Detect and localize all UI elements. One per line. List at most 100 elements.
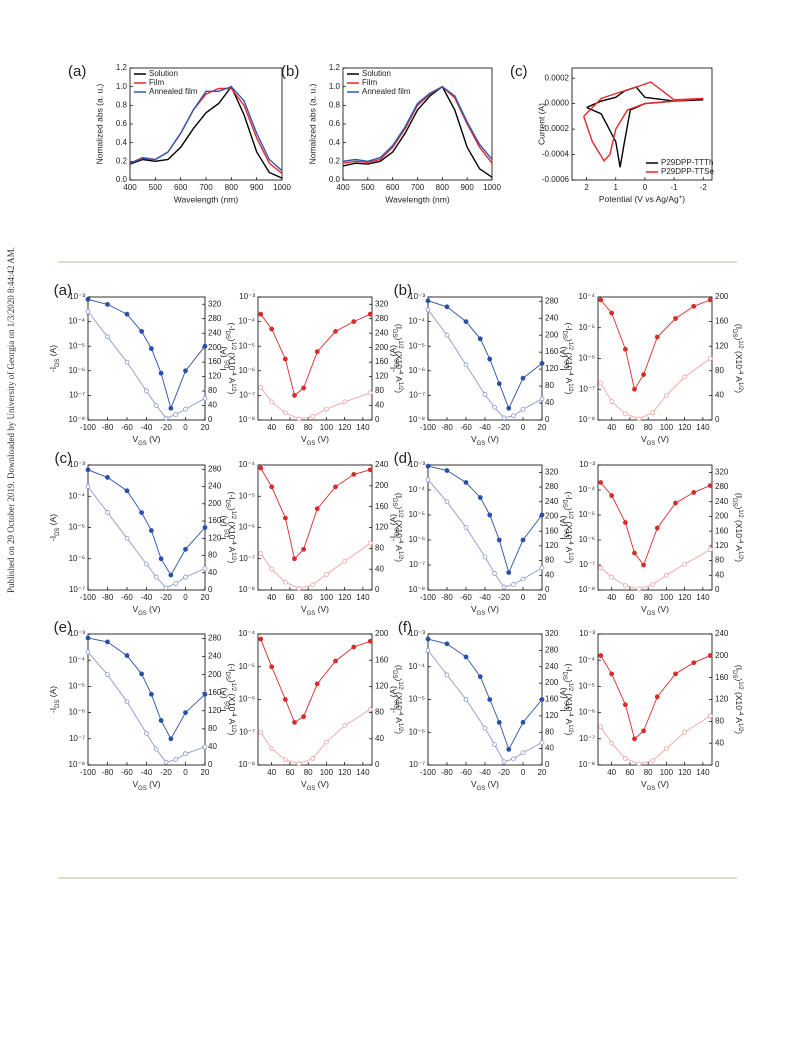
y2-axis-label-part: (I bbox=[734, 324, 744, 329]
y2-axis-label-part: (-I bbox=[227, 323, 237, 331]
data-point bbox=[85, 484, 91, 489]
y2-axis-label-part: 1/2 bbox=[397, 340, 403, 349]
data-point bbox=[636, 761, 642, 767]
y2-tick-label: 80 bbox=[545, 727, 554, 736]
data-point bbox=[622, 702, 628, 708]
data-point bbox=[323, 571, 329, 577]
y2-tick-label: 200 bbox=[208, 499, 222, 508]
y2-axis-label-part: (X10 bbox=[564, 350, 574, 371]
y2-tick-label: 280 bbox=[545, 645, 559, 654]
x-axis-label-part: V bbox=[641, 779, 647, 789]
y2-tick-label: 160 bbox=[545, 695, 559, 704]
data-point bbox=[520, 375, 526, 381]
y2-tick-label: 240 bbox=[208, 328, 222, 337]
x-axis-label-part: GS bbox=[307, 611, 316, 617]
data-point bbox=[269, 664, 275, 670]
y2-tick-label: 0 bbox=[715, 415, 720, 424]
data-point bbox=[333, 658, 338, 664]
series-line bbox=[129, 85, 283, 179]
data-point bbox=[673, 671, 678, 677]
y2-tick-label: 120 bbox=[715, 695, 729, 704]
x-axis-label-part: V bbox=[641, 604, 647, 614]
x-tick-label: -60 bbox=[460, 593, 472, 602]
y2-tick-label: 40 bbox=[715, 570, 724, 579]
y2-axis-label: (-IDS)1/2 (X10-4 A1/2) bbox=[561, 492, 573, 564]
y-axis-label-part: I bbox=[558, 537, 568, 539]
x-axis-label-part: V bbox=[132, 434, 138, 444]
x-tick-label: -2 bbox=[700, 183, 708, 192]
y2-tick-label: 40 bbox=[208, 568, 217, 577]
data-point bbox=[707, 297, 713, 303]
y-tick-label: 0.2 bbox=[116, 156, 128, 165]
data-point bbox=[482, 392, 488, 397]
data-point bbox=[269, 484, 275, 490]
x-axis-label-part: (V) bbox=[655, 434, 669, 444]
y2-tick-label: 40 bbox=[208, 401, 217, 410]
x-tick-label: 120 bbox=[678, 593, 692, 602]
y2-axis-label-part: (I bbox=[394, 493, 404, 498]
data-point bbox=[351, 319, 357, 325]
x-axis-label-part: GS bbox=[477, 786, 486, 792]
y2-axis-label-part: ) bbox=[227, 339, 237, 342]
x-axis-label-part: (V) bbox=[147, 779, 161, 789]
y2-axis-label-part: 1/2 bbox=[230, 552, 236, 561]
y2-axis-label-part: DS bbox=[224, 331, 230, 339]
y2-axis-label-part: ) bbox=[394, 390, 404, 393]
data-point bbox=[632, 736, 637, 742]
data-point bbox=[163, 759, 169, 765]
data-point bbox=[85, 467, 91, 473]
x-tick-label: 140 bbox=[356, 423, 370, 432]
x-tick-label: 40 bbox=[607, 423, 616, 432]
y2-axis-label-part: ) bbox=[394, 731, 404, 734]
y2-tick-label: 280 bbox=[375, 314, 389, 323]
y2-axis-label-part: -4 bbox=[230, 711, 236, 717]
x-tick-label: 20 bbox=[201, 768, 210, 777]
y-axis-label: IDS (A) bbox=[558, 515, 570, 540]
panel-label: (b) bbox=[394, 282, 412, 299]
y-axis-label-part: -I bbox=[48, 367, 58, 372]
data-point bbox=[269, 326, 275, 332]
y-tick-label: 10⁻⁷ bbox=[239, 727, 255, 736]
y2-tick-label: 280 bbox=[208, 634, 222, 643]
data-point bbox=[323, 406, 329, 412]
y2-axis-label-part: -4 bbox=[567, 711, 573, 717]
y2-axis-label-part: 1/2 bbox=[230, 511, 236, 520]
y-tick-label: 1.0 bbox=[116, 82, 128, 91]
x-tick-label: -60 bbox=[121, 423, 133, 432]
legend-label: P29DPP-TTSe bbox=[661, 167, 714, 176]
y2-tick-label: 80 bbox=[715, 366, 724, 375]
y2-tick-label: 0 bbox=[715, 585, 720, 594]
data-point bbox=[425, 463, 431, 469]
y2-axis-label-part: ) bbox=[564, 733, 574, 736]
x-tick-label: 500 bbox=[149, 183, 163, 192]
data-point bbox=[520, 750, 526, 756]
x-tick-label: 900 bbox=[250, 183, 264, 192]
y-axis-label-part: (A) bbox=[388, 686, 398, 700]
x-tick-label: 20 bbox=[538, 593, 547, 602]
y2-tick-label: 120 bbox=[208, 533, 222, 542]
x-axis-label: VGS (V) bbox=[132, 604, 160, 616]
x-tick-label: 600 bbox=[174, 183, 188, 192]
x-tick-label: 1 bbox=[614, 183, 619, 192]
y-tick-label: 10⁻⁵ bbox=[409, 510, 425, 519]
series-line bbox=[260, 387, 371, 420]
x-tick-label: -40 bbox=[479, 423, 491, 432]
x-tick-label: 20 bbox=[201, 423, 210, 432]
x-tick-label: -40 bbox=[141, 423, 153, 432]
data-point bbox=[351, 644, 357, 650]
y2-axis-label-part: ) bbox=[227, 561, 237, 564]
data-point bbox=[173, 412, 179, 417]
data-point bbox=[310, 413, 316, 419]
data-point bbox=[425, 636, 431, 642]
y-tick-label: 10⁻⁸ bbox=[579, 760, 596, 769]
data-point bbox=[622, 411, 628, 417]
x-tick-label: 120 bbox=[338, 768, 352, 777]
y2-tick-label: 160 bbox=[715, 673, 729, 682]
x-tick-label: -80 bbox=[102, 593, 114, 602]
y2-tick-label: 200 bbox=[545, 512, 559, 521]
x-tick-label: 1000 bbox=[273, 183, 291, 192]
y2-axis-label-part: 1/2 bbox=[397, 382, 403, 391]
y-tick-label: 10⁻³ bbox=[69, 460, 85, 469]
x-axis-label-part: GS bbox=[138, 441, 147, 447]
y2-tick-label: 120 bbox=[375, 682, 389, 691]
